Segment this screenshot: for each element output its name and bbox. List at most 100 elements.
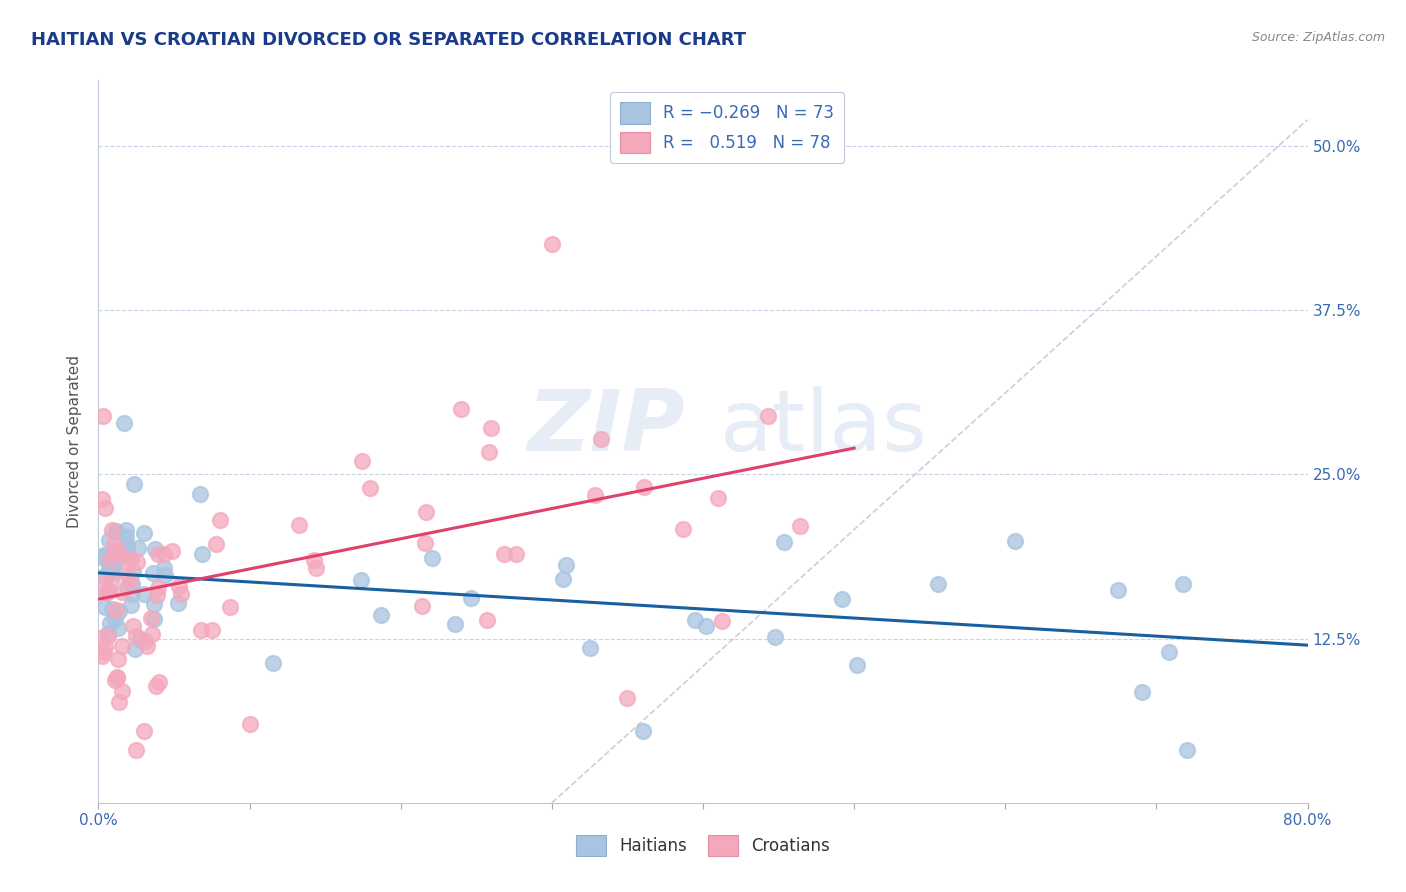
Point: [209, 513, 232, 527]
Point: [188, 487, 211, 501]
Point: [117, 538, 139, 552]
Point: [101, 551, 124, 566]
Point: [616, 690, 638, 705]
Point: [105, 603, 128, 617]
Point: [148, 675, 170, 690]
Text: Source: ZipAtlas.com: Source: ZipAtlas.com: [1251, 31, 1385, 45]
Point: [352, 454, 374, 468]
Point: [90, 649, 112, 664]
Point: [478, 445, 501, 459]
Point: [115, 545, 138, 559]
Point: [146, 547, 169, 561]
Point: [111, 683, 134, 698]
Point: [111, 584, 134, 599]
Point: [105, 671, 128, 685]
Point: [492, 547, 515, 561]
Point: [633, 480, 655, 494]
Point: [145, 679, 167, 693]
Point: [420, 551, 443, 566]
Point: [108, 695, 131, 709]
Point: [1130, 684, 1153, 698]
Point: [132, 587, 155, 601]
Point: [93, 548, 115, 562]
Point: [101, 601, 124, 615]
Point: [148, 581, 170, 595]
Point: [763, 630, 786, 644]
Point: [360, 481, 382, 495]
Point: [122, 619, 145, 633]
Point: [239, 717, 262, 731]
Point: [111, 547, 134, 561]
Point: [139, 610, 162, 624]
Point: [135, 639, 157, 653]
Point: [93, 575, 115, 590]
Point: [91, 409, 114, 424]
Point: [132, 525, 155, 540]
Point: [711, 614, 734, 628]
Point: [1157, 645, 1180, 659]
Point: [1173, 577, 1195, 591]
Point: [94, 500, 117, 515]
Point: [143, 542, 166, 557]
Point: [153, 567, 176, 582]
Point: [125, 629, 148, 643]
Point: [288, 517, 311, 532]
Point: [481, 421, 503, 435]
Point: [120, 598, 142, 612]
Text: atlas: atlas: [720, 385, 928, 468]
Point: [169, 587, 191, 601]
Point: [200, 623, 222, 637]
Point: [773, 535, 796, 549]
Point: [304, 553, 326, 567]
Point: [115, 523, 138, 537]
Point: [370, 607, 392, 622]
Point: [166, 596, 188, 610]
Point: [167, 579, 190, 593]
Point: [93, 569, 115, 583]
Point: [134, 633, 156, 648]
Point: [927, 577, 949, 591]
Point: [98, 533, 121, 547]
Point: [103, 565, 125, 579]
Point: [1107, 582, 1129, 597]
Point: [142, 566, 165, 581]
Point: [1004, 534, 1026, 549]
Point: [631, 723, 654, 738]
Point: [141, 626, 163, 640]
Point: [443, 617, 465, 632]
Point: [97, 584, 120, 599]
Point: [100, 571, 122, 585]
Point: [124, 641, 146, 656]
Point: [152, 561, 174, 575]
Point: [107, 621, 129, 635]
Point: [111, 547, 134, 561]
Point: [104, 612, 127, 626]
Point: [101, 523, 124, 537]
Point: [104, 545, 127, 559]
Point: [120, 574, 142, 588]
Point: [115, 530, 138, 544]
Point: [107, 652, 129, 666]
Point: [112, 416, 135, 430]
Point: [104, 553, 127, 567]
Point: [129, 632, 152, 646]
Point: [98, 615, 121, 630]
Point: [105, 670, 128, 684]
Point: [97, 626, 120, 640]
Point: [146, 588, 169, 602]
Point: [191, 547, 214, 561]
Point: [90, 491, 112, 506]
Point: [115, 555, 138, 569]
Point: [831, 591, 853, 606]
Point: [98, 552, 121, 566]
Y-axis label: Divorced or Separated: Divorced or Separated: [67, 355, 83, 528]
Point: [91, 549, 114, 564]
Text: HAITIAN VS CROATIAN DIVORCED OR SEPARATED CORRELATION CHART: HAITIAN VS CROATIAN DIVORCED OR SEPARATE…: [31, 31, 747, 49]
Point: [415, 505, 437, 519]
Point: [117, 570, 139, 584]
Point: [121, 577, 143, 591]
Point: [845, 658, 868, 673]
Point: [89, 631, 111, 645]
Point: [115, 580, 138, 594]
Point: [583, 488, 606, 502]
